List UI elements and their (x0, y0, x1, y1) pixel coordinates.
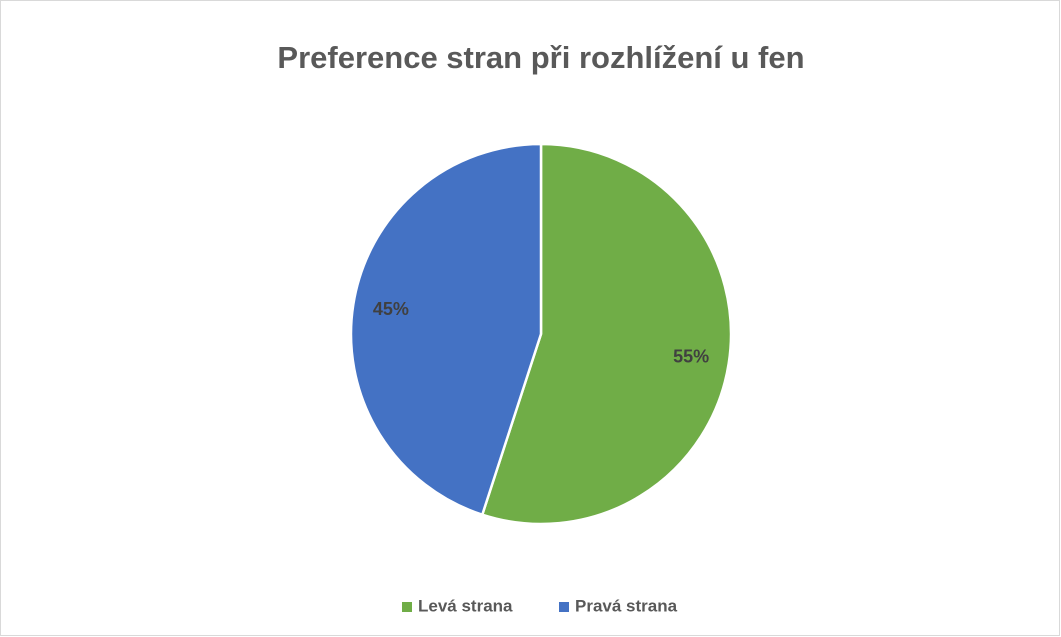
legend-swatch (402, 602, 412, 612)
chart-title: Preference stran při rozhlížení u fen (277, 40, 804, 75)
data-label: 55% (673, 347, 709, 367)
legend-label: Levá strana (418, 596, 513, 615)
legend-swatch (559, 602, 569, 612)
legend-label: Pravá strana (575, 596, 678, 615)
data-label: 45% (373, 299, 409, 319)
pie-slice (349, 142, 543, 517)
pie-slice (480, 142, 733, 526)
